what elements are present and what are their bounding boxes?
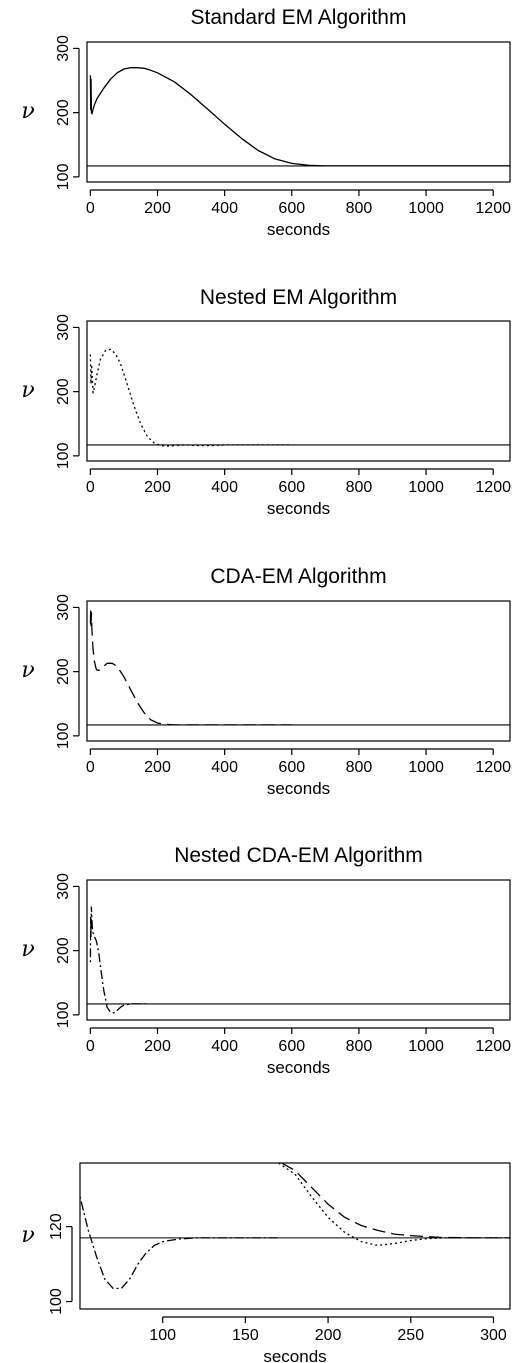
plot-frame — [86, 320, 511, 462]
y-tick-label: 100 — [55, 163, 72, 190]
plot-frame — [86, 600, 511, 742]
chart-title: Nested CDA-EM Algorithm — [174, 844, 423, 867]
x-tick-label: 1000 — [408, 200, 444, 217]
y-tick-label: 200 — [55, 658, 72, 685]
x-tick-label: 200 — [144, 1038, 171, 1055]
x-tick-label: 800 — [346, 1038, 373, 1055]
x-tick-label: 200 — [315, 1327, 342, 1344]
y-tick-label: 200 — [55, 378, 72, 405]
series-line-dotted — [89, 348, 292, 447]
y-tick-label: 300 — [55, 594, 72, 621]
x-tick-label: 0 — [86, 200, 95, 217]
x-tick-label: 1000 — [408, 1038, 444, 1055]
x-tick-label: 1200 — [475, 1038, 511, 1055]
x-tick-label: 400 — [211, 200, 238, 217]
x-tick-label: 250 — [397, 1327, 424, 1344]
x-tick-label: 1200 — [475, 759, 511, 776]
series-line-long-dash — [89, 608, 292, 726]
series-line-solid — [89, 67, 510, 167]
y-tick-label: 300 — [55, 314, 72, 341]
x-tick-label: 200 — [144, 200, 171, 217]
series-line-dotted — [278, 1163, 510, 1247]
x-tick-label: 0 — [86, 759, 95, 776]
x-tick-label: 800 — [346, 200, 373, 217]
chart-panel-2: Nested EM Algorithm 0 200 400 600 800 1000 1200… — [21, 286, 511, 518]
series-line-dot-dash — [80, 1196, 279, 1290]
x-tick-label: 0 — [86, 1038, 95, 1055]
y-tick-label: 100 — [55, 1001, 72, 1028]
x-tick-label: 1200 — [475, 479, 511, 496]
y-axis-label: ν — [21, 937, 34, 962]
x-axis-label: seconds — [267, 499, 330, 518]
x-tick-label: 1200 — [475, 200, 511, 217]
plot-frame — [86, 879, 511, 1021]
chart-panel-3: CDA-EM Algorithm 0 200 400 600 800 1000 1200 sec… — [21, 565, 511, 798]
x-tick-label: 800 — [346, 759, 373, 776]
y-tick-label: 120 — [48, 1213, 65, 1240]
x-axis-label: seconds — [267, 220, 330, 239]
chart-panel-1: Standard EM Algorithm 0 200 400 600 800 1000 12… — [21, 6, 511, 239]
y-tick-label: 100 — [55, 442, 72, 469]
y-axis-label: ν — [21, 378, 34, 403]
y-tick-label: 100 — [55, 722, 72, 749]
chart-title: Standard EM Algorithm — [191, 6, 407, 29]
x-tick-label: 1000 — [408, 479, 444, 496]
plot-frame — [79, 1162, 511, 1310]
chart-panel-4: Nested CDA-EM Algorithm 0 200 400 600 800 1000… — [21, 844, 511, 1077]
plot-frame — [86, 41, 511, 183]
x-tick-label: 600 — [278, 200, 305, 217]
series-line-dot-dash — [89, 906, 148, 1014]
x-tick-label: 600 — [278, 759, 305, 776]
x-tick-label: 100 — [149, 1327, 176, 1344]
y-tick-label: 300 — [55, 35, 72, 62]
x-tick-label: 150 — [232, 1327, 259, 1344]
x-tick-label: 400 — [211, 479, 238, 496]
chart-panel-5: 100 150 200 250 300 seconds 100 120 ν — [21, 1162, 511, 1363]
chart-title: CDA-EM Algorithm — [210, 565, 386, 588]
x-tick-label: 300 — [480, 1327, 507, 1344]
y-tick-label: 300 — [55, 873, 72, 900]
y-tick-label: 100 — [48, 1288, 65, 1315]
x-axis-label: seconds — [267, 1058, 330, 1077]
x-tick-label: 0 — [86, 479, 95, 496]
y-tick-label: 200 — [55, 99, 72, 126]
chart-title: Nested EM Algorithm — [200, 286, 397, 309]
y-axis-label: ν — [21, 1223, 34, 1248]
x-tick-label: 400 — [211, 1038, 238, 1055]
y-tick-label: 200 — [55, 937, 72, 964]
x-tick-label: 600 — [278, 1038, 305, 1055]
x-axis-label: seconds — [267, 779, 330, 798]
x-tick-label: 600 — [278, 479, 305, 496]
y-axis-label: ν — [21, 658, 34, 683]
series-line-long-dash — [281, 1163, 510, 1239]
x-tick-label: 1000 — [408, 759, 444, 776]
x-tick-label: 200 — [144, 479, 171, 496]
x-tick-label: 800 — [346, 479, 373, 496]
x-axis-label: seconds — [263, 1347, 326, 1363]
x-tick-label: 200 — [144, 759, 171, 776]
x-tick-label: 400 — [211, 759, 238, 776]
y-axis-label: ν — [21, 99, 34, 124]
